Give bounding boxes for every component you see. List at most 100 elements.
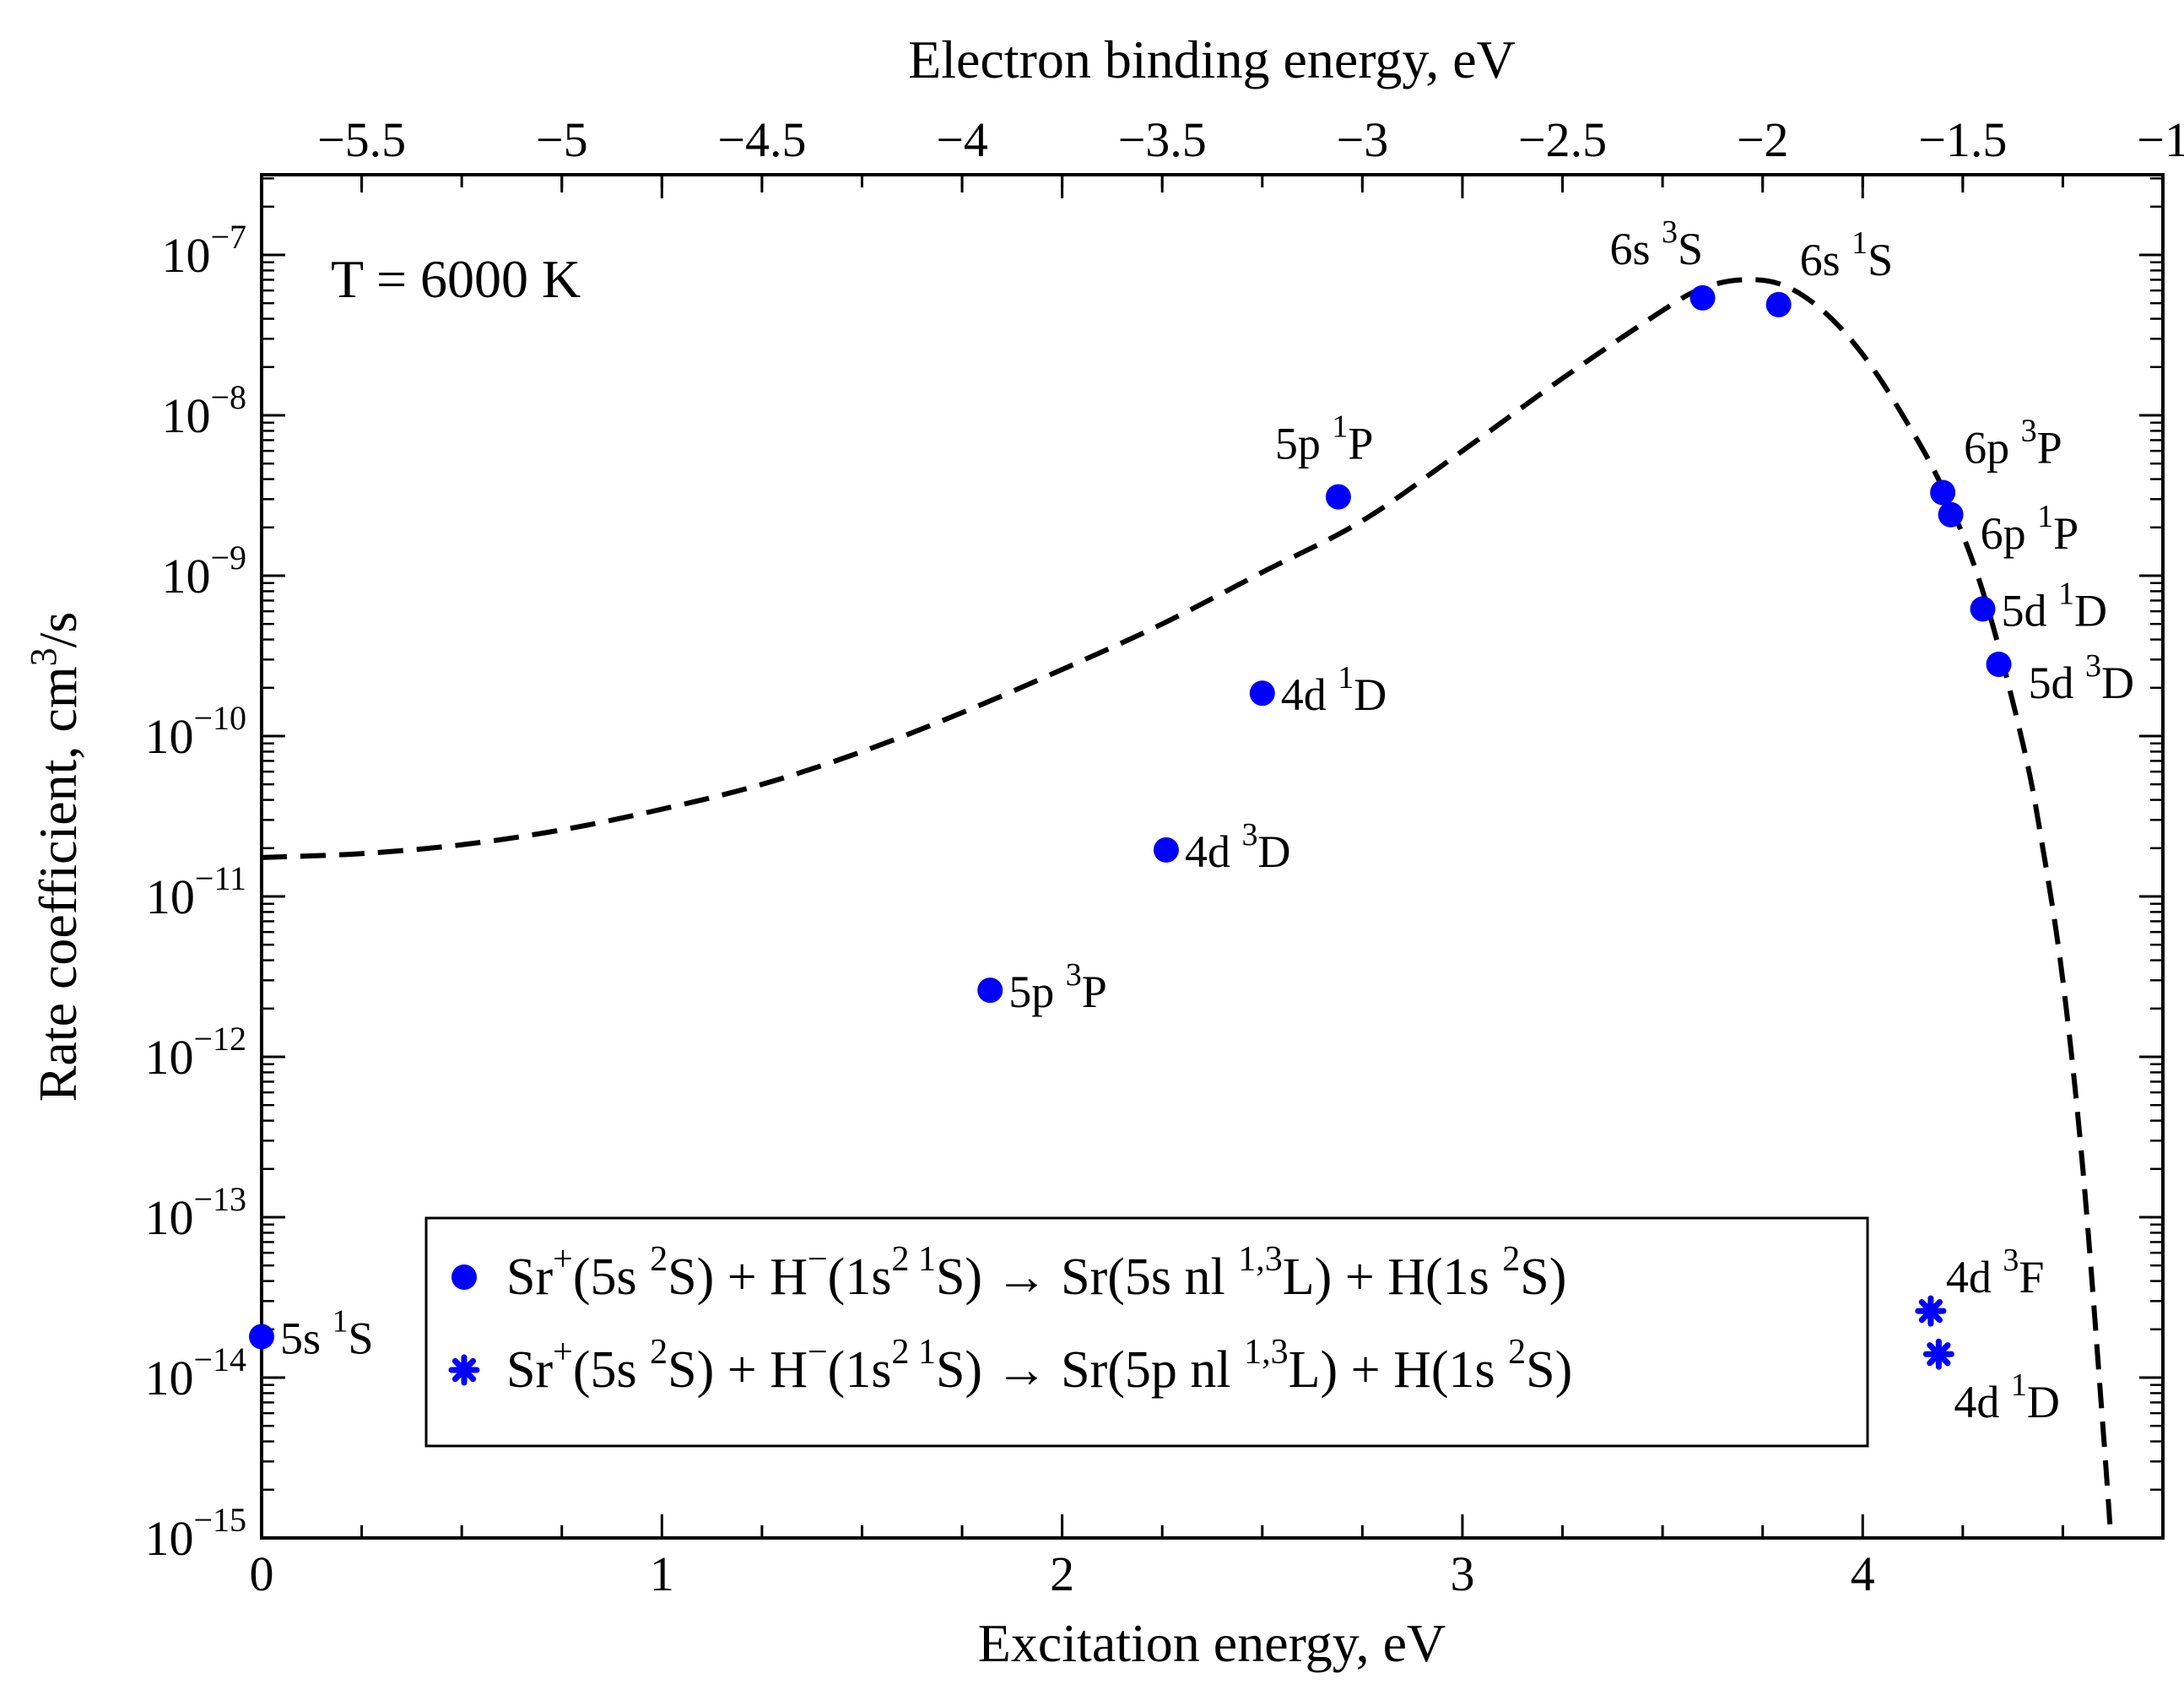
y-tick-exp: −15 [193,1501,246,1539]
data-point: 6s 1S [1765,225,1893,317]
legend-text-part: S) + H [668,1248,808,1306]
legend-text-part: Sr [506,1341,553,1399]
state-term: S [1868,235,1893,285]
asterisk-marker [1915,1295,1947,1327]
legend-label: Sr+(5s 2S) + H−(1s2 1S) → Sr(5s nl 1,3L)… [506,1240,1566,1306]
circle-marker [1325,484,1351,510]
state-term: D [1354,669,1387,720]
data-point: 4d 1D [1249,660,1387,720]
y-tick-label: 10−15 [144,1501,246,1566]
state-config: 5s [280,1313,332,1363]
legend-sup: 2 [1508,1333,1526,1372]
state-label: 6p 3P [1964,413,2062,473]
data-point: 4d 1D [1922,1338,2060,1427]
legend-sup: − [808,1333,828,1372]
temperature-label: T = 6000 K [331,249,581,309]
legend-box [424,1216,1869,1448]
axis-ticks: 0 1 2 3 4−5.5 −5 −4.5 −4 −3.5 −3 −2.5 −2 −1.5 −110−71… [144,112,2184,1601]
y-tick-base: 10 [161,549,210,604]
asterisk-stroke [1927,1342,1951,1367]
y-axis-title-base: Rate coefficient, cm [28,666,88,1102]
legend-text-part: S) + H [668,1341,808,1399]
legend-asterisk-marker [448,1354,480,1386]
data-point: 5d 1D [1970,576,2108,636]
y-tick-exp: −12 [193,1020,246,1058]
state-label: 5d 1D [2002,576,2108,636]
y-tick-base: 10 [144,1351,193,1405]
x2-tick-label: −2.5 [1518,112,1607,167]
state-multiplicity: 1 [1332,409,1348,445]
state-config: 4d [1185,826,1242,877]
x2-tick-label: −1 [2137,112,2184,167]
legend-text-part: L) + H(1s [1289,1341,1509,1399]
state-term: D [2101,658,2134,708]
legend-entry: Sr+(5s 2S) + H−(1s2 1S) → Sr(5s nl 1,3L)… [451,1240,1566,1306]
asterisk-marker [1922,1338,1954,1370]
circle-marker [1153,837,1179,863]
y-axis-title-sup: 3 [23,647,64,666]
y-tick-label: 10−10 [144,699,246,764]
circle-marker [977,977,1003,1004]
x-tick-label: 4 [1851,1546,1875,1601]
y-tick-exp: −7 [210,218,246,256]
x2-tick-label: −1.5 [1918,112,2007,167]
y-tick-exp: −11 [195,859,246,897]
x-tick-label: 1 [650,1546,674,1601]
state-term: P [2053,508,2079,559]
state-config: 4d [1954,1377,2011,1427]
state-term: P [2037,422,2062,473]
y-tick-exp: −10 [193,699,246,737]
x-tick-label: 0 [250,1546,274,1601]
state-term: F [2019,1252,2044,1302]
x2-tick-label: −3 [1337,112,1389,167]
legend-sup: 1,3 [1238,1240,1283,1279]
legend-text-part: S) [1520,1248,1566,1306]
state-multiplicity: 3 [2003,1243,2019,1278]
state-multiplicity: 1 [1852,225,1868,261]
top-axis-title: Electron binding energy, eV [908,30,1516,89]
state-multiplicity: 3 [2085,648,2101,684]
model-curve-layer [261,277,2114,1539]
circle-marker [249,1324,274,1350]
x2-tick-label: −2 [1737,112,1789,167]
legend-circle-marker [451,1264,477,1290]
state-label: 4d 1D [1954,1367,2060,1427]
model-curve [261,277,2114,1539]
data-point: 6s 3S [1610,214,1716,311]
x2-tick-label: −3.5 [1118,112,1207,167]
state-term: D [2027,1377,2060,1427]
y-axis-title-tail: /s [28,612,88,648]
x-tick-label: 2 [1050,1546,1074,1601]
y-tick-label: 10−13 [144,1180,246,1245]
data-point: 6p 1P [1938,499,2079,559]
y-tick-base: 10 [161,388,210,443]
x2-tick-label: −4 [936,112,988,167]
legend-text-part: (5s [573,1248,650,1306]
state-config: 6s [1610,224,1662,274]
state-label: 5p 1P [1275,409,1374,469]
asterisk-stroke [1918,1299,1943,1324]
x2-tick-label: −4.5 [717,112,806,167]
state-multiplicity: 1 [2011,1367,2027,1403]
legend-text-part: S) → Sr(5p nl [936,1341,1244,1399]
y-tick-label: 10−11 [146,859,246,924]
y-tick-label: 10−7 [161,218,246,283]
y-tick-base: 10 [144,1030,193,1085]
state-config: 5d [2029,658,2086,708]
state-config: 6s [1800,235,1852,285]
state-term: D [2074,585,2107,636]
legend-sup: 2 1 [891,1333,936,1372]
bottom-axis-title: Excitation energy, eV [978,1613,1446,1673]
y-tick-exp: −14 [193,1340,246,1378]
x-tick-label: 3 [1450,1546,1474,1601]
y-tick-exp: −8 [210,378,246,416]
circle-marker [1249,680,1275,707]
circle-marker [1689,284,1716,311]
data-point: 4d 3F [1915,1243,2044,1327]
state-config: 6p [1981,508,2038,559]
legend-text-part: Sr [506,1248,553,1306]
legend-text-part: (1s [828,1341,892,1399]
state-config: 5p [1008,967,1066,1017]
data-point: 5p 1P [1275,409,1374,510]
state-label: 6p 1P [1981,499,2079,559]
